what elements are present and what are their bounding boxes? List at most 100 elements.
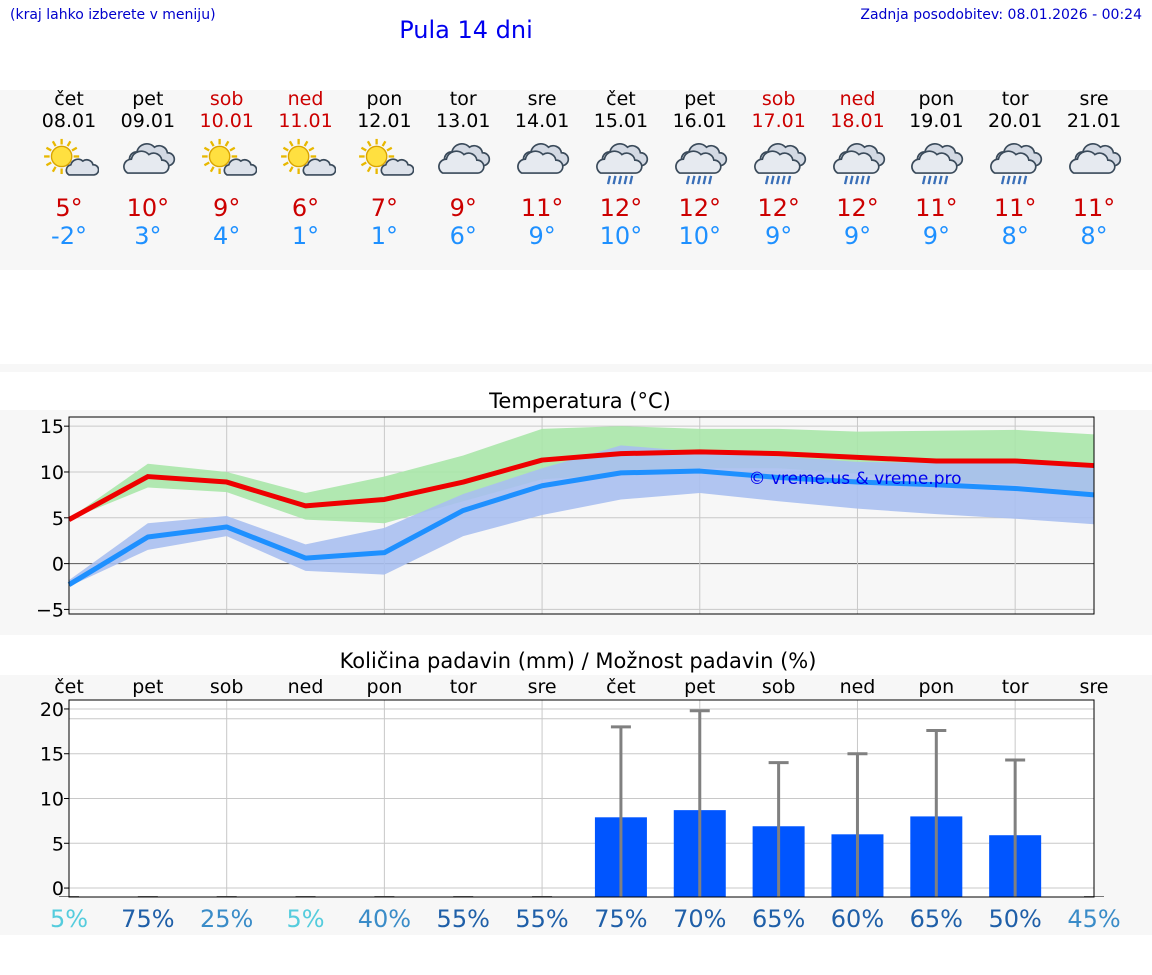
day-column: pon 12.01 7° 1°: [344, 88, 424, 250]
day-date: 09.01: [120, 110, 176, 132]
spacer-band: [0, 364, 1152, 372]
rain-icon: [753, 143, 806, 185]
day-label: pon: [918, 676, 954, 698]
day-name: tor: [449, 88, 477, 110]
forecast-band: [0, 90, 1152, 270]
cloudy-icon: [438, 143, 491, 174]
temp-point-max: [935, 460, 937, 462]
rain-icon: [832, 143, 885, 185]
day-date: 16.01: [672, 110, 727, 132]
precip-probability: 45%: [1067, 905, 1120, 933]
day-name: pet: [684, 88, 716, 110]
day-name: čet: [54, 88, 84, 110]
day-label: čet: [54, 676, 84, 698]
temp-point-max: [541, 459, 543, 461]
y-tick-label: 10: [40, 462, 64, 484]
temp-point-min: [620, 472, 622, 474]
temp-min: -2°: [51, 222, 87, 250]
day-date: 10.01: [199, 110, 254, 132]
day-name: sob: [761, 88, 796, 110]
day-name: sre: [527, 88, 557, 110]
day-column: sre 21.01 11° 8°: [1054, 88, 1134, 250]
day-label: sre: [1080, 676, 1109, 698]
temp-max: 12°: [599, 194, 643, 222]
day-column: sre 14.01 11° 9°: [502, 88, 582, 250]
precipitation-chart: Količina padavin (mm) / Možnost padavin …: [40, 649, 1121, 933]
temp-min: 10°: [599, 222, 643, 250]
day-label: pon: [367, 676, 403, 698]
day-column: ned 11.01 6° 1°: [266, 88, 346, 250]
day-label: čet: [606, 676, 636, 698]
day-label: ned: [840, 676, 876, 698]
temp-point-max: [305, 505, 307, 507]
y-tick-label: 10: [40, 789, 64, 811]
temp-min: 8°: [1001, 222, 1029, 250]
day-date: 20.01: [987, 110, 1043, 132]
day-label: sob: [210, 676, 244, 698]
day-name: pon: [366, 88, 403, 110]
cloudy-icon: [517, 143, 570, 174]
y-tick-label: 20: [40, 699, 64, 721]
precip-probability: 65%: [752, 905, 805, 933]
temp-min: 9°: [843, 222, 872, 250]
temp-min: 9°: [528, 222, 556, 250]
y-tick-label: 0: [52, 554, 64, 576]
temp-point-min: [541, 485, 543, 487]
last-updated: Zadnja posodobitev: 08.01.2026 - 00:24: [860, 7, 1142, 23]
day-name: sre: [1079, 88, 1109, 110]
precip-probability: 55%: [437, 905, 490, 933]
day-name: čet: [606, 88, 636, 110]
precip-probability: 65%: [910, 905, 963, 933]
day-column: čet 15.01 12° 10°: [581, 88, 661, 250]
y-tick-label: −5: [36, 599, 64, 621]
day-column: ned 18.01 12° 9°: [818, 88, 898, 250]
temp-point-min: [147, 536, 149, 538]
temp-point-min: [226, 526, 228, 528]
temp-point-max: [620, 453, 622, 455]
temp-max: 11°: [993, 194, 1037, 222]
sun-cloud-icon: [359, 138, 415, 176]
rain-icon: [596, 143, 649, 185]
temp-point-min: [1014, 487, 1016, 489]
daily-forecast: čet 08.01 5° -2° pet 09.01 10° 3° sob 10.01 9° 4° ne…: [30, 88, 1132, 258]
temp-max: 11°: [520, 194, 564, 222]
temp-point-max: [147, 476, 149, 478]
temp-min: 6°: [449, 222, 477, 250]
temp-max: 12°: [836, 194, 879, 222]
temp-point-min: [778, 476, 780, 478]
precip-probability: 50%: [988, 905, 1041, 933]
sun-cloud-icon: [280, 138, 336, 176]
temp-point-max: [699, 451, 701, 453]
temp-max: 9°: [213, 194, 241, 222]
temp-max: 12°: [757, 194, 800, 222]
temp-point-min: [305, 557, 307, 559]
y-tick-label: 0: [52, 878, 64, 900]
y-tick-label: 5: [52, 508, 64, 530]
temp-point-min: [383, 552, 385, 554]
plot-frame: [68, 416, 1095, 615]
day-name: ned: [839, 88, 876, 110]
precip-probability: 70%: [673, 905, 726, 933]
temp-max: 12°: [678, 194, 722, 222]
day-date: 14.01: [514, 110, 570, 132]
temp-min: 9°: [922, 222, 950, 250]
temp-point-max: [856, 456, 858, 458]
day-name: tor: [1001, 88, 1029, 110]
day-column: sob 10.01 9° 4°: [187, 88, 267, 250]
cloudy-icon: [122, 143, 175, 174]
y-tick-label: 5: [52, 833, 64, 855]
sun-cloud-icon: [44, 138, 99, 176]
precip-probability: 55%: [515, 905, 568, 933]
temp-max: 11°: [1072, 194, 1116, 222]
temp-min: 1°: [291, 222, 320, 250]
day-date: 18.01: [830, 110, 885, 132]
day-column: tor 20.01 11° 8°: [975, 88, 1055, 250]
day-label: tor: [450, 676, 477, 698]
temp-min: 8°: [1080, 222, 1108, 250]
day-column: pet 16.01 12° 10°: [660, 88, 740, 250]
day-date: 13.01: [436, 110, 491, 132]
chart-title: Temperatura (°C): [488, 389, 671, 413]
temp-max: 10°: [126, 194, 170, 222]
day-name: pon: [918, 88, 955, 110]
day-date: 15.01: [593, 110, 649, 132]
